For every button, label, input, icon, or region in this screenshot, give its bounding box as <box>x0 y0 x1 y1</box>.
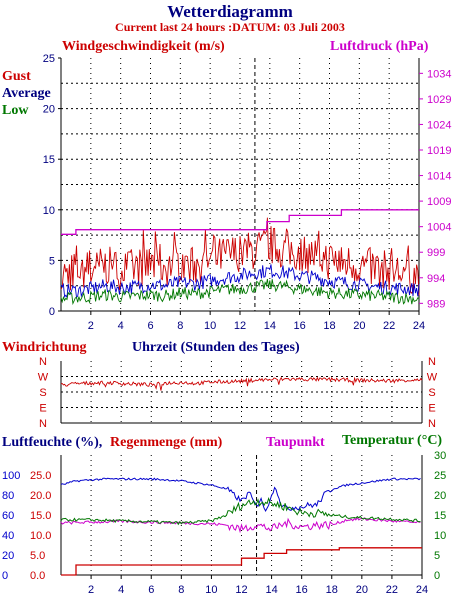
temperature-tick-label: 15 <box>434 510 446 522</box>
direction-tick-label-right: E <box>428 403 435 415</box>
temperature-tick-label: 0 <box>434 570 440 582</box>
y-tick-label-right: 1034 <box>427 68 451 80</box>
humidity-tick-label: 80 <box>2 490 14 502</box>
y-tick-label-right: 1009 <box>427 196 451 208</box>
temperature-tick-label: 5 <box>434 550 440 562</box>
series-line-low <box>60 278 420 306</box>
x-tick-label: 14 <box>264 320 276 332</box>
humidity-tick-label: 20 <box>2 550 14 562</box>
direction-tick-label-left: N <box>39 356 47 368</box>
series-line-luftfeuchte <box>60 477 421 512</box>
direction-tick-label-left: N <box>39 418 47 430</box>
rain-title: Regenmenge (mm) <box>110 435 223 450</box>
x-tick-label: 8 <box>177 320 183 332</box>
y-tick-label-left: 25 <box>43 53 55 65</box>
series-line-temperatur <box>60 496 421 526</box>
humidity-tick-label: 0 <box>2 570 8 582</box>
y-tick-label-left: 10 <box>43 205 55 217</box>
y-tick-label-left: 20 <box>43 104 55 116</box>
x-tick-label: 10 <box>205 584 217 596</box>
x-tick-label: 20 <box>356 584 368 596</box>
temperature-tick-label: 30 <box>434 450 446 462</box>
y-tick-label-right: 999 <box>427 247 445 259</box>
humidity-tick-label: 60 <box>2 510 14 522</box>
rain-tick-label: 15.0 <box>30 510 51 522</box>
y-tick-label-right: 1014 <box>427 171 451 183</box>
humidity-tick-label: 100 <box>2 470 20 482</box>
x-tick-label: 2 <box>88 584 94 596</box>
y-tick-label-left: 5 <box>49 255 55 267</box>
x-tick-label: 4 <box>118 584 124 596</box>
direction-tick-label-right: N <box>428 418 436 430</box>
wind-speed-axis-title: Windgeschwindigkeit (m/s) <box>62 39 225 54</box>
direction-tick-label-left: E <box>39 403 46 415</box>
rain-tick-label: 5.0 <box>30 550 45 562</box>
y-tick-label-right: 1029 <box>427 94 451 106</box>
humidity-tick-label: 40 <box>2 530 14 542</box>
dewpoint-title: Taupunkt <box>266 435 325 450</box>
y-tick-label-left: 15 <box>43 154 55 166</box>
x-tick-label: 20 <box>353 320 365 332</box>
rain-tick-label: 20.0 <box>30 490 51 502</box>
temperature-tick-label: 20 <box>434 490 446 502</box>
y-tick-label-right: 994 <box>427 273 445 285</box>
x-tick-label: 16 <box>296 584 308 596</box>
wind-pressure-panel: 0510152025989994999100410091014101910241… <box>43 53 452 332</box>
legend-low: Low <box>2 103 29 118</box>
temperature-tick-label: 10 <box>434 530 446 542</box>
legend-average: Average <box>2 86 51 101</box>
temperature-title: Temperatur (°C) <box>342 433 442 448</box>
series-line-rain <box>61 547 422 576</box>
x-tick-label: 12 <box>235 584 247 596</box>
humidity-title: Luftfeuchte (%), <box>2 435 102 450</box>
legend-gust: Gust <box>2 69 31 84</box>
x-tick-label: 18 <box>323 320 335 332</box>
rain-tick-label: 25.0 <box>30 470 51 482</box>
rain-tick-label: 0.0 <box>30 570 45 582</box>
y-tick-label-right: 1004 <box>427 222 451 234</box>
series-line-wind-direction <box>60 376 423 391</box>
series-line-taupunkt <box>60 516 421 534</box>
series-line-pressure <box>61 209 419 235</box>
direction-tick-label-right: S <box>428 387 435 399</box>
x-tick-label: 22 <box>383 320 395 332</box>
x-tick-label: 22 <box>386 584 398 596</box>
x-tick-label: 2 <box>88 320 94 332</box>
direction-tick-label-right: N <box>428 356 436 368</box>
chart-title: Wetterdiagramm <box>167 2 293 21</box>
x-tick-label: 24 <box>413 320 425 332</box>
series-line-average <box>60 264 420 299</box>
direction-tick-label-left: S <box>39 387 46 399</box>
y-tick-label-right: 1019 <box>427 145 451 157</box>
x-tick-label: 12 <box>234 320 246 332</box>
x-tick-label: 8 <box>178 584 184 596</box>
x-tick-label: 6 <box>148 584 154 596</box>
direction-tick-label-left: W <box>38 372 49 384</box>
pressure-axis-title: Luftdruck (hPa) <box>330 39 429 54</box>
x-tick-label: 10 <box>204 320 216 332</box>
humidity-rain-temperature-panel: 0.0 0 5.0 20 10.0 40 15.0 60 20.0 80 25.0 100 0 5 10 15… <box>2 450 446 596</box>
x-tick-label: 16 <box>294 320 306 332</box>
y-tick-label-left: 0 <box>49 306 55 318</box>
y-tick-label-right: 1024 <box>427 119 451 131</box>
x-tick-label: 18 <box>326 584 338 596</box>
wind-direction-panel: N NW WS SE EN N <box>38 356 438 430</box>
time-axis-title: Uhrzeit (Stunden des Tages) <box>132 340 300 355</box>
temperature-tick-label: 25 <box>434 470 446 482</box>
chart-subtitle: Current last 24 hours :DATUM: 03 Juli 20… <box>115 20 345 34</box>
rain-tick-label: 10.0 <box>30 530 51 542</box>
wind-direction-title: Windrichtung <box>2 340 87 355</box>
y-tick-label-right: 989 <box>427 298 445 310</box>
x-tick-label: 14 <box>265 584 277 596</box>
direction-tick-label-right: W <box>427 372 438 384</box>
x-tick-label: 4 <box>118 320 124 332</box>
x-tick-label: 24 <box>416 584 428 596</box>
x-tick-label: 6 <box>147 320 153 332</box>
